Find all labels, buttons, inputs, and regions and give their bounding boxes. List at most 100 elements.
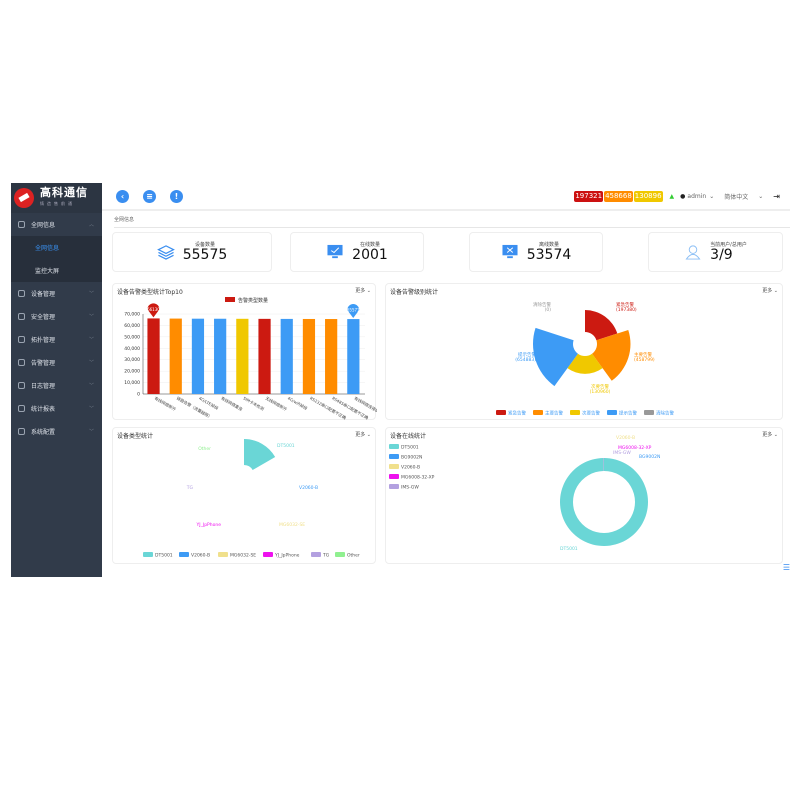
- slice-label: 次要告警: [591, 383, 609, 390]
- bar: [169, 318, 182, 394]
- legend-label: V2060-B: [401, 465, 420, 471]
- stat-value: 53574: [526, 247, 572, 263]
- stat-label: 在线数量: [359, 242, 380, 248]
- y-tick-label: 0: [137, 392, 140, 398]
- menu-icon: [18, 405, 25, 412]
- legend-label: BG9002N: [401, 455, 422, 461]
- more-button[interactable]: 更多 ⌄: [355, 288, 371, 294]
- y-tick-label: 20,000: [124, 369, 140, 375]
- marker-label: 66130: [147, 307, 160, 312]
- panel-title: 设备告警级别统计: [390, 289, 439, 296]
- logout-icon[interactable]: ⇥: [773, 192, 780, 201]
- legend-swatch: [644, 410, 654, 415]
- legend-swatch: [389, 474, 399, 479]
- menu-icon: [18, 221, 25, 228]
- critical-alarm-badge[interactable]: 197321: [574, 191, 604, 202]
- legend-label: 清除告警: [656, 410, 674, 417]
- major-alarm-badge[interactable]: 458668: [604, 191, 633, 202]
- sidebar-item[interactable]: 拓扑管理 ﹀: [11, 328, 102, 351]
- chevron-icon: ﹀: [88, 383, 94, 389]
- legend-swatch: [335, 552, 345, 557]
- language-select[interactable]: 简体中文: [724, 194, 749, 201]
- legend-swatch: [389, 444, 399, 449]
- chevron-icon: ﹀: [88, 314, 94, 320]
- sidebar-item[interactable]: 安全管理 ﹀: [11, 305, 102, 328]
- y-tick-label: 60,000: [124, 323, 140, 329]
- slice-label: 提示告警: [518, 351, 536, 358]
- sidebar-item[interactable]: 全网信息 ︿: [11, 213, 102, 236]
- stat-card: 当前用户/总用户 3/9: [648, 232, 783, 272]
- legend-swatch: [607, 410, 617, 415]
- sidebar-item-label: 统计报表: [31, 406, 56, 413]
- donut-segment: [560, 458, 649, 546]
- more-button[interactable]: 更多 ⌄: [355, 432, 371, 438]
- device-online-panel: 设备在线统计 更多 ⌄ DT5001 BG9002N V2060-B MG6008-3…: [385, 427, 783, 564]
- chevron-icon: ﹀: [88, 291, 94, 297]
- y-tick-label: 30,000: [124, 357, 140, 363]
- bar: [214, 318, 227, 394]
- slice-label: 主要告警: [634, 351, 652, 358]
- menu-icon: [18, 336, 25, 343]
- more-button[interactable]: 更多 ⌄: [762, 288, 778, 294]
- slice-label: V2060-B: [616, 435, 635, 441]
- sidebar-item[interactable]: 系统配置 ﹀: [11, 420, 102, 443]
- device-online-donut-chart: DT5001BG9002NV2060-BMG6008-32-XPIMS-GWDT…: [389, 435, 660, 552]
- chevron-icon: ﹀: [88, 360, 94, 366]
- sidebar-item[interactable]: 统计报表 ﹀: [11, 397, 102, 420]
- user-icon: ●: [680, 193, 686, 200]
- legend-swatch: [389, 454, 399, 459]
- breadcrumb: 全网信息: [114, 216, 790, 228]
- menu-icon: [18, 382, 25, 389]
- y-tick-label: 70,000: [124, 312, 140, 318]
- sidebar-item[interactable]: 日志管理 ﹀: [11, 374, 102, 397]
- menu-icon: [18, 290, 25, 297]
- monitor-x-icon: [502, 244, 518, 259]
- back-icon[interactable]: ‹: [116, 189, 129, 203]
- chevron-icon: ﹀: [88, 429, 94, 435]
- legend-label: 主要告警: [545, 410, 563, 417]
- slice-value: (654883): [515, 357, 536, 363]
- bar: [147, 318, 160, 394]
- stat-label: 当前用户/总用户: [710, 242, 747, 248]
- sidebar-subitem[interactable]: 监控大屏: [35, 268, 60, 275]
- sidebar-item-label: 告警管理: [31, 360, 56, 367]
- stat-label: 离线数量: [538, 242, 559, 248]
- bar: [280, 318, 293, 394]
- x-tick-label: 4G/wifi掉线: [287, 395, 309, 411]
- app: 高科通信 铸造售前通 全网信息 ︿ 全网信息 监控大屏 设备管理 ﹀ 安全管理 ﹀ 拓扑管理 ﹀ 告警…: [11, 183, 790, 577]
- alarm-level-panel: 设备告警级别统计 更多 ⌄ 紧急告警 (197380) 主要告警 (458799) 次要…: [385, 283, 783, 420]
- sidebar-item[interactable]: 告警管理 ﹀: [11, 351, 102, 374]
- x-tick-label: RS485串口配置不正确: [331, 395, 369, 421]
- legend-label: DT5001: [401, 445, 419, 451]
- sidebar-item[interactable]: 设备管理 ﹀: [11, 282, 102, 305]
- list-icon[interactable]: ≡: [143, 189, 156, 203]
- legend-label: 告警类型数量: [238, 297, 268, 304]
- sidebar-item-label: 安全管理: [31, 314, 56, 321]
- user-menu[interactable]: admin: [687, 193, 707, 200]
- legend-swatch: [143, 552, 153, 557]
- minor-alarm-badge[interactable]: 130896: [633, 191, 663, 202]
- legend-swatch: [225, 297, 235, 302]
- chevron-icon: ﹀: [88, 337, 94, 343]
- rose-sector: [533, 327, 578, 387]
- slice-label: MG6008-32-XP: [618, 445, 652, 451]
- alert-icon[interactable]: !: [170, 189, 183, 203]
- panel-title: 设备类型统计: [117, 433, 154, 440]
- layers-icon: [156, 245, 175, 260]
- stat-value: 3/9: [710, 247, 733, 263]
- legend-swatch: [311, 552, 321, 557]
- slice-label: DT5001: [277, 443, 295, 449]
- slice-value: (130960): [590, 389, 611, 395]
- sidebar: 高科通信 铸造售前通 全网信息 ︿ 全网信息 监控大屏 设备管理 ﹀ 安全管理 ﹀ 拓扑管理 ﹀ 告警…: [11, 183, 102, 577]
- topbar: ‹ ≡ ! 197321 458668 130896 ▲ ● admin ⌄ 简体…: [102, 183, 790, 211]
- more-button[interactable]: 更多 ⌄: [762, 432, 778, 438]
- stat-label: 设备数量: [194, 242, 215, 248]
- menu-toggle-icon[interactable]: ☰: [782, 563, 790, 572]
- sidebar-subitem[interactable]: 全网信息: [35, 245, 60, 252]
- slice-label: TG: [186, 485, 194, 491]
- bell-icon[interactable]: ▲: [669, 193, 675, 200]
- legend-swatch: [179, 552, 189, 557]
- brand-sub: 铸造售前通: [40, 201, 75, 206]
- slice-label: MG6032-SE: [279, 522, 305, 528]
- chevron-down-icon: ⌄: [709, 193, 715, 200]
